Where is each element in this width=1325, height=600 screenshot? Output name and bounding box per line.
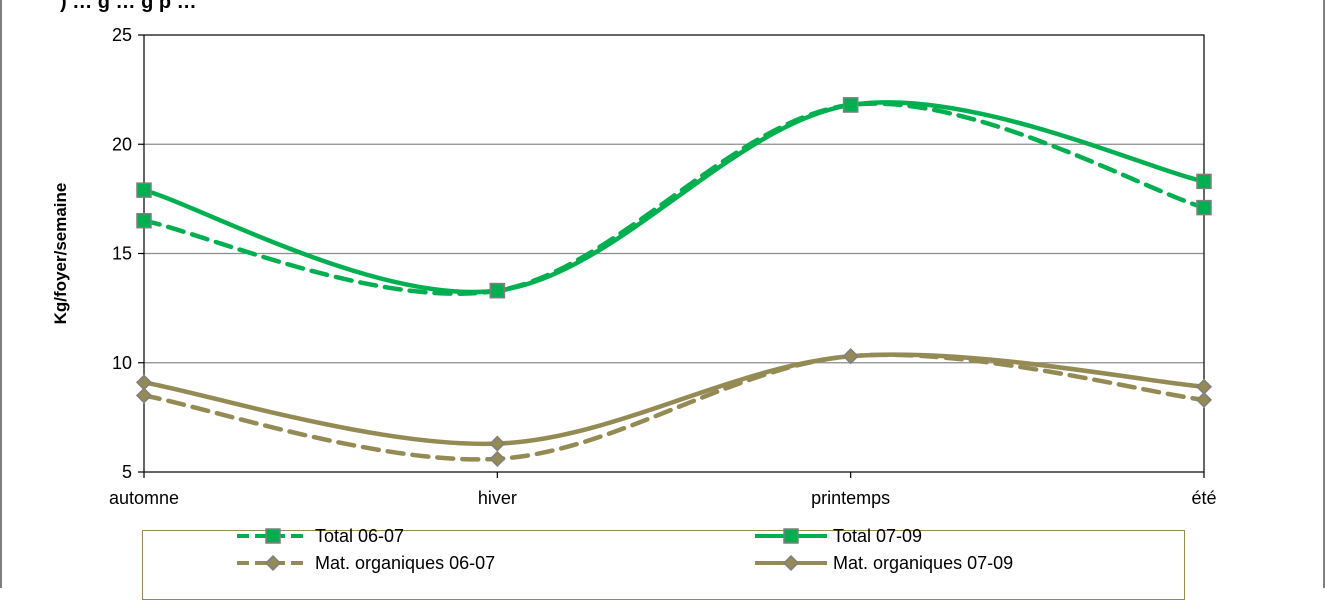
legend-label: Mat. organiques 06-07: [315, 552, 496, 573]
data-point-square: [136, 212, 152, 229]
y-tick-label: 25: [112, 25, 132, 45]
data-point-diamond: [135, 387, 153, 404]
data-point-diamond: [135, 374, 153, 391]
data-point-diamond: [1195, 378, 1213, 395]
data-point-square: [1196, 199, 1212, 216]
x-tick-label: été: [1191, 488, 1216, 508]
legend-label: Total 06-07: [315, 525, 405, 546]
legend-label: Mat. organiques 07-09: [833, 552, 1014, 573]
legend-item-total-06-07: Total 06-07: [233, 524, 404, 548]
chart-title-cropped: ) … g … g p …: [60, 0, 197, 12]
series-group: [135, 97, 1213, 467]
data-point-diamond: [1195, 391, 1213, 408]
x-axis-ticks: automne hiver printemps été: [109, 472, 1217, 508]
data-point-diamond: [842, 348, 859, 365]
series-line: [141, 100, 1207, 295]
legend-item-mat-org-06-07: Mat. organiques 06-07: [233, 551, 495, 575]
data-point-square: [842, 97, 859, 113]
legend-swatch-mat-org-07-09: [755, 554, 827, 572]
y-tick-label: 20: [112, 134, 132, 154]
data-point-square: [1196, 173, 1212, 190]
x-tick-label: printemps: [811, 488, 890, 508]
series-line: [141, 352, 1207, 447]
y-tick-label: 5: [122, 462, 132, 482]
legend: Total 06-07 Total 07-09 Mat. organiques …: [142, 526, 1185, 600]
legend-label: Total 07-09: [833, 525, 923, 546]
legend-item-total-07-09: Total 07-09: [751, 524, 922, 548]
legend-swatch-mat-org-06-07: [237, 554, 309, 572]
x-tick-label: automne: [109, 488, 179, 508]
legend-item-mat-org-07-09: Mat. organiques 07-09: [751, 551, 1013, 575]
y-axis-title: Kg/foyer/semaine: [51, 183, 70, 325]
legend-swatch-total-07-09: [755, 528, 827, 544]
y-tick-label: 15: [112, 244, 132, 264]
line-chart: 5 10 15 20 25 automne hiver printemps été Kg/fo…: [51, 25, 1217, 508]
data-point-diamond: [489, 435, 506, 452]
data-point-square: [136, 182, 152, 198]
series-1: [136, 97, 1212, 299]
frame-left-border: [0, 0, 2, 588]
legend-swatch-total-06-07: [237, 528, 309, 544]
series-line: [141, 352, 1207, 462]
series-3: [135, 348, 1213, 452]
data-point-diamond: [489, 450, 506, 467]
frame-right-border: [1323, 0, 1325, 588]
chart-title-strip: ) … g … g p …: [0, 0, 1325, 12]
y-tick-label: 10: [112, 353, 132, 373]
series-line: [141, 101, 1207, 296]
x-tick-label: hiver: [478, 488, 517, 508]
data-point-square: [489, 282, 506, 299]
y-axis-ticks: 5 10 15 20 25: [112, 25, 144, 482]
